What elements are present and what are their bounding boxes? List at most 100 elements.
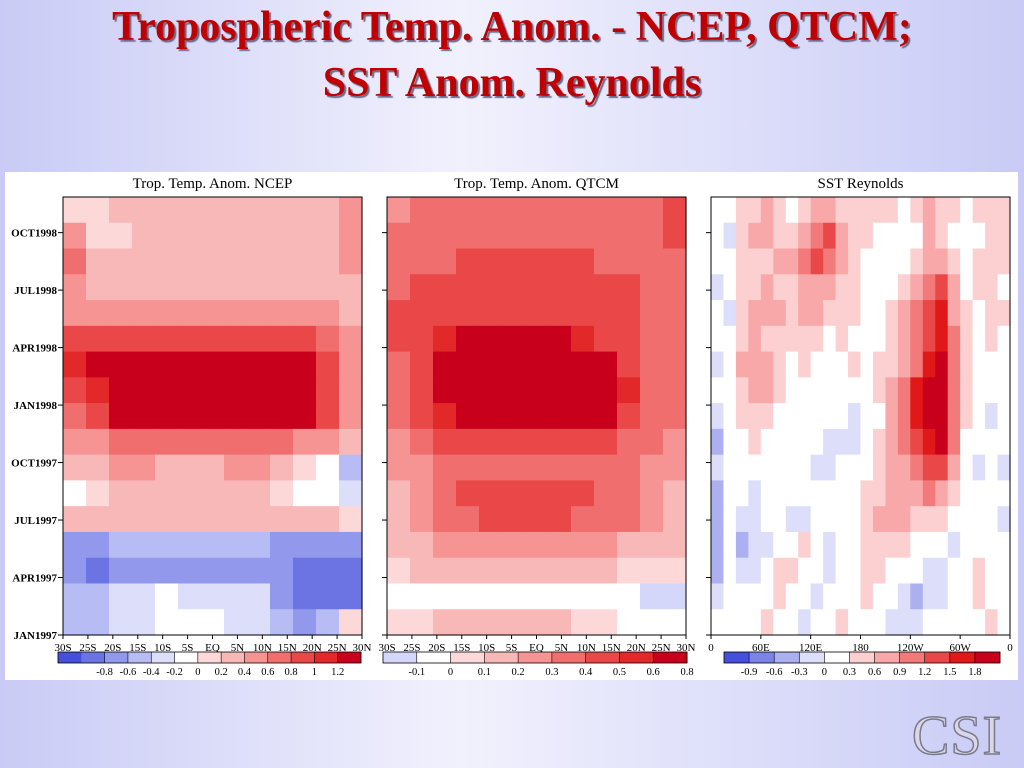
heatmap-cell <box>935 248 949 275</box>
heatmap-cell <box>760 454 774 482</box>
heatmap-cell <box>132 274 156 301</box>
heatmap-cell <box>972 377 986 404</box>
heatmap-cell <box>922 506 936 533</box>
heatmap-cell <box>985 300 999 327</box>
heatmap-cell <box>723 248 737 275</box>
heatmap-cell <box>835 428 849 456</box>
heatmap-cell <box>479 248 503 275</box>
heatmap-cell <box>860 531 874 559</box>
heatmap-cell <box>723 428 737 456</box>
heatmap-cell <box>773 274 787 301</box>
heatmap-cell <box>885 506 899 533</box>
heatmap-cell <box>735 428 749 456</box>
heatmap-cell <box>947 454 961 482</box>
heatmap-cell <box>810 583 824 610</box>
heatmap-cell <box>960 351 974 378</box>
heatmap-cell <box>897 583 911 610</box>
heatmap-cell <box>155 480 179 507</box>
y-tick-label: OCT1997 <box>11 458 57 470</box>
heatmap-cell <box>735 609 749 636</box>
heatmap-cell <box>897 480 911 507</box>
heatmap-cell <box>798 531 812 559</box>
colorbar-swatch <box>314 652 338 663</box>
heatmap-cell <box>594 531 618 559</box>
heatmap-cell <box>897 531 911 559</box>
heatmap-cell <box>985 351 999 378</box>
heatmap-cell <box>947 428 961 456</box>
heatmap-cell <box>947 583 961 610</box>
heatmap-cell <box>748 609 762 636</box>
x-tick-label: 20N <box>303 642 322 654</box>
heatmap-cell <box>571 274 595 301</box>
heatmap-cell <box>571 609 595 636</box>
heatmap-cell <box>640 274 664 301</box>
x-tick-label: 5N <box>555 642 569 654</box>
heatmap-cell <box>947 197 961 224</box>
colorbar-frame <box>723 651 1001 664</box>
heatmap-cell <box>860 274 874 301</box>
heatmap-cell <box>972 454 986 482</box>
heatmap-cell <box>872 531 887 559</box>
heatmap-cell <box>823 197 837 224</box>
heatmap-cell <box>640 222 664 250</box>
heatmap-cell <box>723 274 737 301</box>
heatmap-cell <box>502 377 526 404</box>
heatmap-cell <box>785 403 799 430</box>
heatmap-cell <box>960 248 974 275</box>
heatmap-cell <box>86 480 110 507</box>
heatmap-cell <box>224 609 248 636</box>
heatmap-cell <box>247 325 271 353</box>
heatmap-cell <box>860 428 874 456</box>
heatmap-cell <box>663 222 687 250</box>
heatmap-cell <box>339 325 363 353</box>
heatmap-cell <box>872 403 887 430</box>
heatmap-cell <box>897 325 911 353</box>
heatmap-cell <box>748 325 762 353</box>
heatmap-cell <box>479 325 503 353</box>
heatmap-cell <box>410 377 434 404</box>
heatmap-cell <box>502 454 526 482</box>
heatmap-cell <box>86 531 110 559</box>
heatmap-cell <box>972 531 986 559</box>
slide-title-line2: SST Anom. Reynolds <box>322 60 702 106</box>
heatmap-cell <box>293 197 317 224</box>
heatmap-cell <box>63 531 87 559</box>
heatmap-cell <box>201 248 225 275</box>
heatmap-cell <box>247 274 271 301</box>
heatmap-cell <box>860 197 874 224</box>
y-tick-label: JUL1997 <box>14 515 57 527</box>
heatmap-cell <box>617 222 641 250</box>
heatmap-cell <box>270 197 294 224</box>
heatmap-cell <box>178 222 202 250</box>
heatmap-cell <box>885 274 899 301</box>
heatmap-cell <box>224 428 248 456</box>
heatmap-cell <box>860 403 874 430</box>
heatmap-cell <box>947 300 961 327</box>
heatmap-cell <box>525 248 549 275</box>
heatmap-cell <box>617 274 641 301</box>
x-tick-label: 20S <box>104 642 121 654</box>
heatmap-cell <box>810 609 824 636</box>
heatmap-cell <box>502 248 526 275</box>
heatmap-cell <box>63 454 87 482</box>
heatmap-cell <box>339 403 363 430</box>
heatmap-cell <box>760 274 774 301</box>
heatmap-cell <box>773 222 787 250</box>
heatmap-cell <box>201 403 225 430</box>
heatmap-cell <box>997 557 1011 585</box>
heatmap-cell <box>479 377 503 404</box>
heatmap-cell <box>617 609 641 636</box>
slide-title-line1: Tropospheric Temp. Anom. - NCEP, QTCM; <box>112 4 912 50</box>
heatmap-cell <box>339 454 363 482</box>
heatmap-cell <box>63 506 87 533</box>
heatmap-cell <box>735 531 749 559</box>
heatmap-cell <box>594 197 618 224</box>
heatmap-cell <box>525 583 549 610</box>
heatmap-cell <box>316 454 340 482</box>
heatmap-cell <box>748 506 762 533</box>
colorbar-tick-label: 0.8 <box>680 667 693 678</box>
heatmap-cell <box>711 377 725 404</box>
colorbar-swatch <box>585 652 620 663</box>
heatmap-cell <box>872 222 887 250</box>
heatmap-cell <box>997 197 1011 224</box>
